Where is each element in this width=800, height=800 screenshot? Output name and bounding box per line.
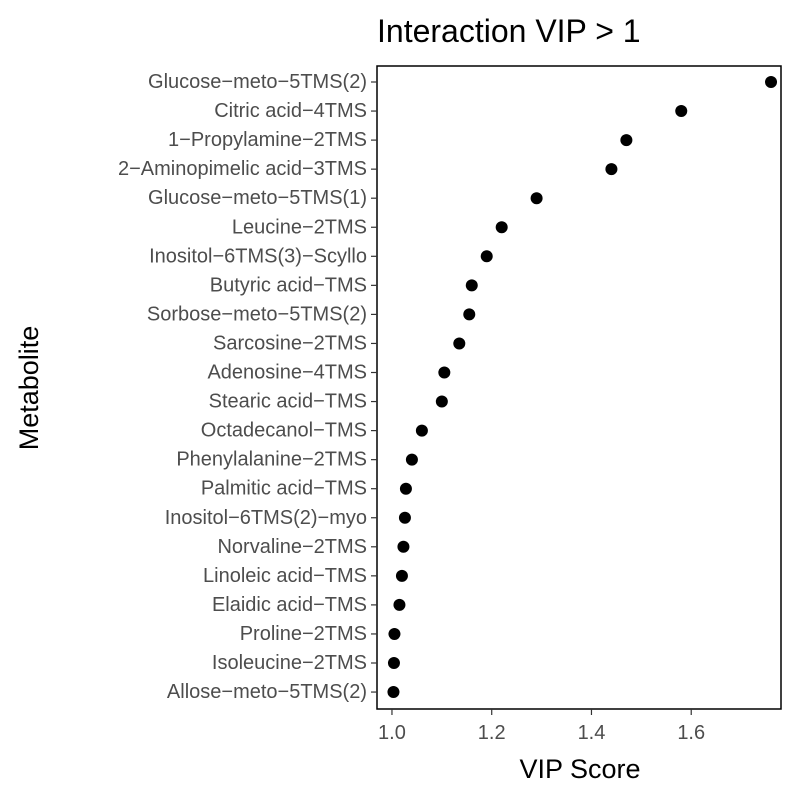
plot-panel [376,65,782,710]
data-point [620,134,633,147]
x-axis-title: VIP Score [519,754,640,784]
y-tick-label: Proline−2TMS [240,623,367,645]
data-point [415,424,428,437]
y-tick-label: Glucose−meto−5TMS(1) [148,187,367,209]
data-point [405,453,418,466]
data-point [605,163,618,176]
x-tick-label: 1.2 [478,722,506,744]
y-axis: Glucose−meto−5TMS(2) Citric acid−4TMS 1−Pr… [118,71,377,703]
data-point [438,366,451,379]
y-tick-label: Sarcosine−2TMS [213,332,367,354]
x-tick-label: 1.6 [677,722,705,744]
data-point [463,308,476,321]
x-tick-label: 1.4 [578,722,606,744]
y-tick-label: Norvaline−2TMS [217,536,367,558]
y-tick-label: Palmitic acid−TMS [201,478,367,500]
y-tick-label: Sorbose−meto−5TMS(2) [147,303,367,325]
y-tick-label: 2−Aminopimelic acid−3TMS [118,158,367,180]
data-point [435,395,448,408]
chart-title: Interaction VIP > 1 [377,13,641,49]
data-points [387,76,778,699]
y-tick-label: Isoleucine−2TMS [212,652,367,674]
y-tick-label: Elaidic acid−TMS [212,594,367,616]
data-point [398,511,411,524]
data-point [387,657,400,669]
y-tick-label: Inositol−6TMS(2)−myo [165,507,367,529]
y-tick-label: Citric acid−4TMS [214,100,367,122]
data-point [453,337,466,350]
y-tick-label: Inositol−6TMS(3)−Scyllo [149,245,367,267]
data-point [495,221,508,234]
data-point [397,540,410,553]
x-tick-label: 1.0 [378,722,406,744]
y-tick-label: Phenylalanine−2TMS [176,449,367,471]
data-point [393,598,406,611]
y-tick-label: Glucose−meto−5TMS(2) [148,71,367,93]
y-tick-label: 1−Propylamine−2TMS [168,129,367,151]
data-point [399,482,412,495]
data-point [387,686,400,699]
data-point [675,105,688,118]
data-point [765,76,778,88]
data-point [465,279,478,292]
y-tick-label: Octadecanol−TMS [201,420,367,442]
y-tick-label: Linoleic acid−TMS [203,565,367,587]
data-point [395,569,408,582]
data-point [480,250,493,263]
y-axis-title: Metabolite [14,326,44,451]
data-point [530,192,543,205]
y-tick-label: Leucine−2TMS [232,216,367,238]
data-point [388,627,401,640]
y-tick-label: Adenosine−4TMS [207,362,367,384]
y-tick-label: Butyric acid−TMS [210,274,367,296]
y-tick-label: Stearic acid−TMS [209,391,367,413]
x-axis: 1.0 1.2 1.4 1.6 [378,709,705,744]
y-tick-label: Allose−meto−5TMS(2) [167,681,367,703]
